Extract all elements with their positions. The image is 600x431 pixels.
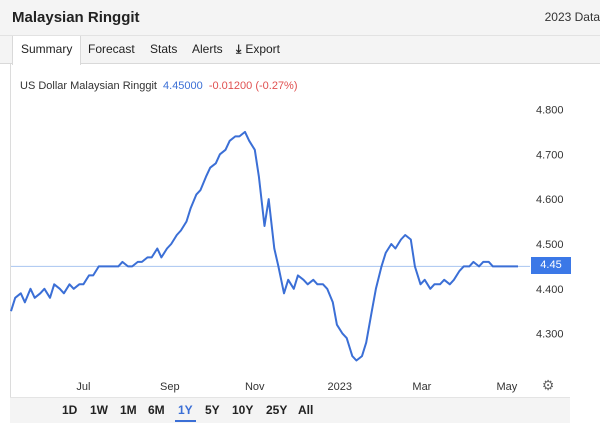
legend-change: -0.01200 (-0.27%)	[208, 80, 298, 92]
range-10y[interactable]: 10Y	[232, 403, 254, 417]
gear-icon[interactable]: ⚙	[541, 377, 555, 393]
y-tick-label: 4.600	[536, 194, 564, 206]
tab-forecast-label: Forecast	[88, 42, 135, 56]
page-title: Malaysian Ringgit	[12, 9, 140, 26]
tab-export-label: Export	[245, 42, 280, 56]
legend-name: US Dollar Malaysian Ringgit	[20, 80, 157, 92]
x-tick-label: 2023	[327, 381, 351, 393]
data-link[interactable]: 2023 Data	[544, 10, 600, 24]
legend-price: 4.45000	[163, 80, 203, 92]
range-5y[interactable]: 5Y	[205, 403, 220, 417]
range-selector: 1D 1W 1M 6M 1Y 5Y 10Y 25Y All	[10, 397, 570, 423]
x-tick-label: Mar	[412, 381, 431, 393]
tab-alerts[interactable]: Alerts	[184, 36, 231, 64]
x-tick-label: Sep	[160, 381, 180, 393]
current-price-tag: 4.45	[531, 257, 571, 274]
tab-alerts-label: Alerts	[192, 42, 223, 56]
y-tick-label: 4.400	[536, 284, 564, 296]
range-1y[interactable]: 1Y	[175, 403, 196, 422]
tab-bar: Summary Forecast Stats Alerts ⤓ Export	[0, 36, 600, 65]
range-6m[interactable]: 6M	[148, 403, 165, 417]
x-tick-label: Nov	[245, 381, 265, 393]
y-tick-label: 4.300	[536, 329, 564, 341]
x-tick-label: May	[496, 381, 517, 393]
tab-forecast[interactable]: Forecast	[80, 36, 143, 64]
tab-stats-label: Stats	[150, 42, 178, 56]
y-tick-label: 4.800	[536, 104, 564, 116]
range-1m[interactable]: 1M	[120, 403, 137, 417]
download-icon: ⤓	[236, 42, 242, 56]
x-tick-label: Jul	[76, 381, 90, 393]
range-25y[interactable]: 25Y	[266, 403, 288, 417]
series-line	[10, 130, 518, 362]
chart-frame	[10, 64, 530, 397]
range-1d[interactable]: 1D	[62, 403, 78, 417]
page-header: Malaysian Ringgit 2023 Data	[0, 0, 600, 36]
range-all[interactable]: All	[298, 403, 314, 417]
tab-summary-label: Summary	[21, 42, 73, 56]
chart-legend: US Dollar Malaysian Ringgit 4.45000 -0.0…	[20, 80, 298, 92]
range-1w[interactable]: 1W	[90, 403, 108, 417]
tab-stats[interactable]: Stats	[142, 36, 185, 64]
tab-summary[interactable]: Summary	[12, 36, 82, 65]
y-tick-label: 4.700	[536, 149, 564, 161]
y-tick-label: 4.500	[536, 239, 564, 251]
tab-export[interactable]: ⤓ Export	[228, 36, 288, 64]
